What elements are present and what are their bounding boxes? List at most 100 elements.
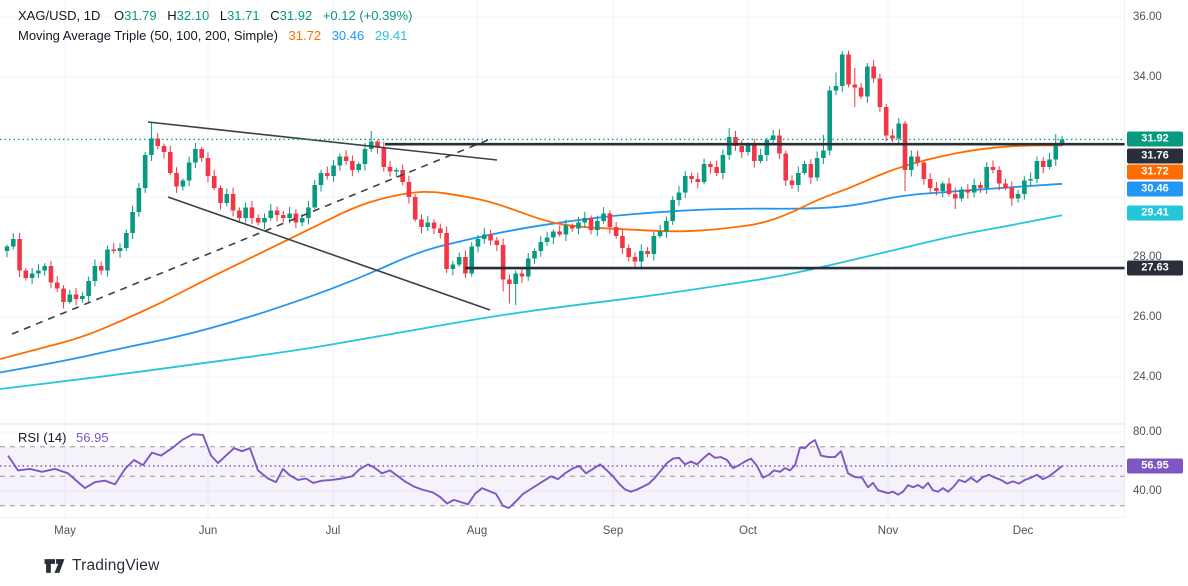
- candle-body: [29, 273, 35, 278]
- candle-body: [105, 249, 110, 271]
- price-scale-axis[interactable]: 36.00 34.00 28.00 26.00 24.00 80.00 40.00 31.92…: [1125, 0, 1188, 548]
- rsi-value: 56.95: [76, 430, 109, 445]
- rsi-title: RSI (14): [18, 430, 67, 445]
- candle-body: [789, 180, 795, 185]
- candle-body: [959, 189, 964, 199]
- candle-body: [36, 270, 41, 274]
- scale-label: 26.00: [1133, 311, 1162, 323]
- ma-indicator-legend[interactable]: Moving Average Triple (50, 100, 200, Sim…: [18, 28, 414, 43]
- candle-body: [193, 149, 198, 163]
- candle-body: [350, 161, 355, 170]
- symbol-legend[interactable]: XAG/USD, 1D O31.79 H32.10 L31.71 C31.92 …: [18, 8, 419, 23]
- rsi-line: [7, 433, 1063, 509]
- open-ohlc: O31.79: [113, 8, 157, 23]
- ma50-value: 31.72: [288, 28, 322, 43]
- scale-label: 40.00: [1133, 485, 1162, 497]
- candle-body: [645, 251, 650, 254]
- ma100-price-badge: 30.46: [1127, 181, 1183, 197]
- candle-body: [444, 233, 449, 269]
- candle-body: [902, 123, 908, 170]
- candle-body: [1047, 159, 1052, 167]
- candle-body: [61, 288, 66, 302]
- candle-body: [149, 138, 154, 155]
- candle-body: [726, 137, 732, 155]
- candle-body: [507, 279, 512, 284]
- candle-body: [595, 221, 600, 230]
- trendline-ascending-dashed[interactable]: [11, 139, 489, 335]
- candle-body: [80, 296, 85, 299]
- candle-body: [538, 242, 544, 251]
- candle-body: [588, 218, 594, 230]
- resistance-price-badge: 31.76: [1127, 148, 1183, 164]
- candle-body: [1053, 143, 1059, 160]
- month-label-jun: Jun: [198, 525, 218, 537]
- candle-body: [86, 281, 91, 296]
- tradingview-logo[interactable]: TradingView: [44, 557, 160, 575]
- candle-body: [1022, 180, 1027, 194]
- candles-layer[interactable]: [4, 50, 1065, 309]
- candle-body: [4, 246, 10, 251]
- candle-body: [915, 156, 920, 163]
- candle-body: [218, 188, 223, 203]
- change-value: +0.12 (+0.39%): [322, 8, 413, 23]
- candle-body: [331, 165, 336, 176]
- candle-body: [312, 185, 318, 208]
- candle-body: [425, 222, 431, 227]
- candle-body: [337, 156, 343, 166]
- ma200-price-badge: 29.41: [1127, 205, 1183, 221]
- candle-body: [833, 86, 839, 91]
- candle-body: [92, 266, 98, 281]
- candle-body: [67, 294, 73, 302]
- candle-body: [877, 78, 883, 107]
- candle-body: [758, 155, 763, 161]
- rsi-indicator-legend[interactable]: RSI (14) 56.95: [18, 430, 115, 445]
- candle-body: [971, 185, 977, 193]
- candle-body: [136, 188, 142, 212]
- candle-body: [211, 176, 217, 188]
- candle-body: [293, 213, 299, 223]
- tradingview-logo-text: TradingView: [72, 557, 160, 574]
- month-label-aug: Aug: [466, 525, 488, 537]
- candle-body: [682, 176, 688, 193]
- candle-body: [802, 164, 807, 173]
- scale-label: 80.00: [1133, 426, 1162, 438]
- candle-body: [243, 207, 248, 218]
- candle-body: [475, 239, 481, 247]
- close-ohlc: C31.92: [270, 8, 313, 23]
- candle-body: [764, 140, 770, 155]
- candle-body: [946, 183, 952, 194]
- candle-body: [990, 167, 996, 170]
- candle-body: [274, 210, 280, 215]
- symbol-title: XAG/USD, 1D: [18, 8, 101, 23]
- time-axis[interactable]: May Jun Jul Aug Sep Oct Nov Dec: [0, 518, 1125, 548]
- candle-body: [657, 231, 663, 236]
- candle-body: [1003, 183, 1008, 188]
- trendline-descending-lower[interactable]: [167, 196, 491, 311]
- candle-body: [10, 239, 16, 247]
- ma-100-line: [0, 182, 1063, 374]
- trendline-descending-upper[interactable]: [147, 121, 498, 161]
- candle-body: [1059, 139, 1065, 143]
- candle-body: [387, 167, 393, 172]
- candle-body: [167, 152, 173, 173]
- candle-body: [318, 173, 324, 185]
- candle-body: [438, 228, 443, 233]
- scale-label: 34.00: [1133, 71, 1162, 83]
- candle-body: [375, 141, 380, 148]
- month-label-nov: Nov: [877, 525, 899, 537]
- candle-body: [174, 173, 179, 187]
- last-price-badge: 31.92: [1127, 131, 1183, 147]
- candle-body: [54, 282, 60, 289]
- candle-body: [701, 164, 707, 182]
- footer-bar: TradingView: [0, 548, 1188, 586]
- candle-body: [262, 218, 267, 223]
- candle-body: [532, 251, 537, 259]
- candle-body: [255, 218, 261, 223]
- month-label-oct: Oct: [739, 525, 757, 537]
- candle-body: [714, 167, 719, 173]
- candle-body: [155, 138, 161, 146]
- ma100-value: 30.46: [331, 28, 365, 43]
- candle-body: [858, 87, 864, 97]
